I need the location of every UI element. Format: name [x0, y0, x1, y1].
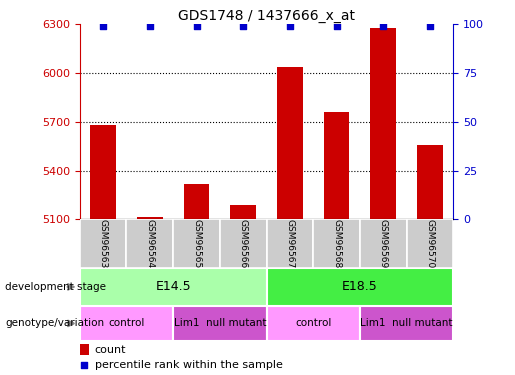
Bar [313, 219, 360, 268]
Bar [173, 306, 267, 341]
Text: development stage: development stage [5, 282, 106, 292]
Bar [324, 112, 349, 219]
Text: GSM96568: GSM96568 [332, 219, 341, 268]
Point [99, 23, 107, 29]
Text: GSM96566: GSM96566 [238, 219, 248, 268]
Text: GSM96569: GSM96569 [379, 219, 388, 268]
Bar [370, 28, 396, 219]
Text: Lim1  null mutant: Lim1 null mutant [360, 318, 453, 328]
Bar [173, 219, 220, 268]
Point [80, 362, 89, 368]
Point [426, 23, 434, 29]
Text: GSM96565: GSM96565 [192, 219, 201, 268]
Text: control: control [295, 318, 331, 328]
Bar [267, 219, 313, 268]
Bar [137, 217, 163, 219]
Bar [80, 219, 127, 268]
Bar [267, 306, 360, 341]
Bar [267, 268, 453, 306]
Bar [90, 125, 116, 219]
Text: percentile rank within the sample: percentile rank within the sample [95, 360, 283, 370]
Text: control: control [108, 318, 145, 328]
Bar [80, 306, 173, 341]
Bar [80, 344, 89, 355]
Bar [277, 67, 303, 219]
Bar [127, 219, 173, 268]
Bar [230, 205, 256, 219]
Bar [360, 219, 406, 268]
Point [239, 23, 247, 29]
Point [379, 23, 387, 29]
Text: GSM96563: GSM96563 [99, 219, 108, 268]
Text: Lim1  null mutant: Lim1 null mutant [174, 318, 266, 328]
Bar [360, 306, 453, 341]
Text: GSM96564: GSM96564 [145, 219, 154, 268]
Bar [184, 184, 209, 219]
Title: GDS1748 / 1437666_x_at: GDS1748 / 1437666_x_at [178, 9, 355, 23]
Point [193, 23, 201, 29]
Point [332, 23, 340, 29]
Text: GSM96570: GSM96570 [425, 219, 434, 268]
Bar [80, 268, 267, 306]
Text: E18.5: E18.5 [342, 280, 377, 293]
Bar [406, 219, 453, 268]
Bar [220, 219, 267, 268]
Point [146, 23, 154, 29]
Text: GSM96567: GSM96567 [285, 219, 295, 268]
Text: count: count [95, 345, 126, 355]
Text: genotype/variation: genotype/variation [5, 318, 104, 328]
Bar [417, 145, 443, 219]
Text: E14.5: E14.5 [156, 280, 191, 293]
Point [286, 23, 294, 29]
